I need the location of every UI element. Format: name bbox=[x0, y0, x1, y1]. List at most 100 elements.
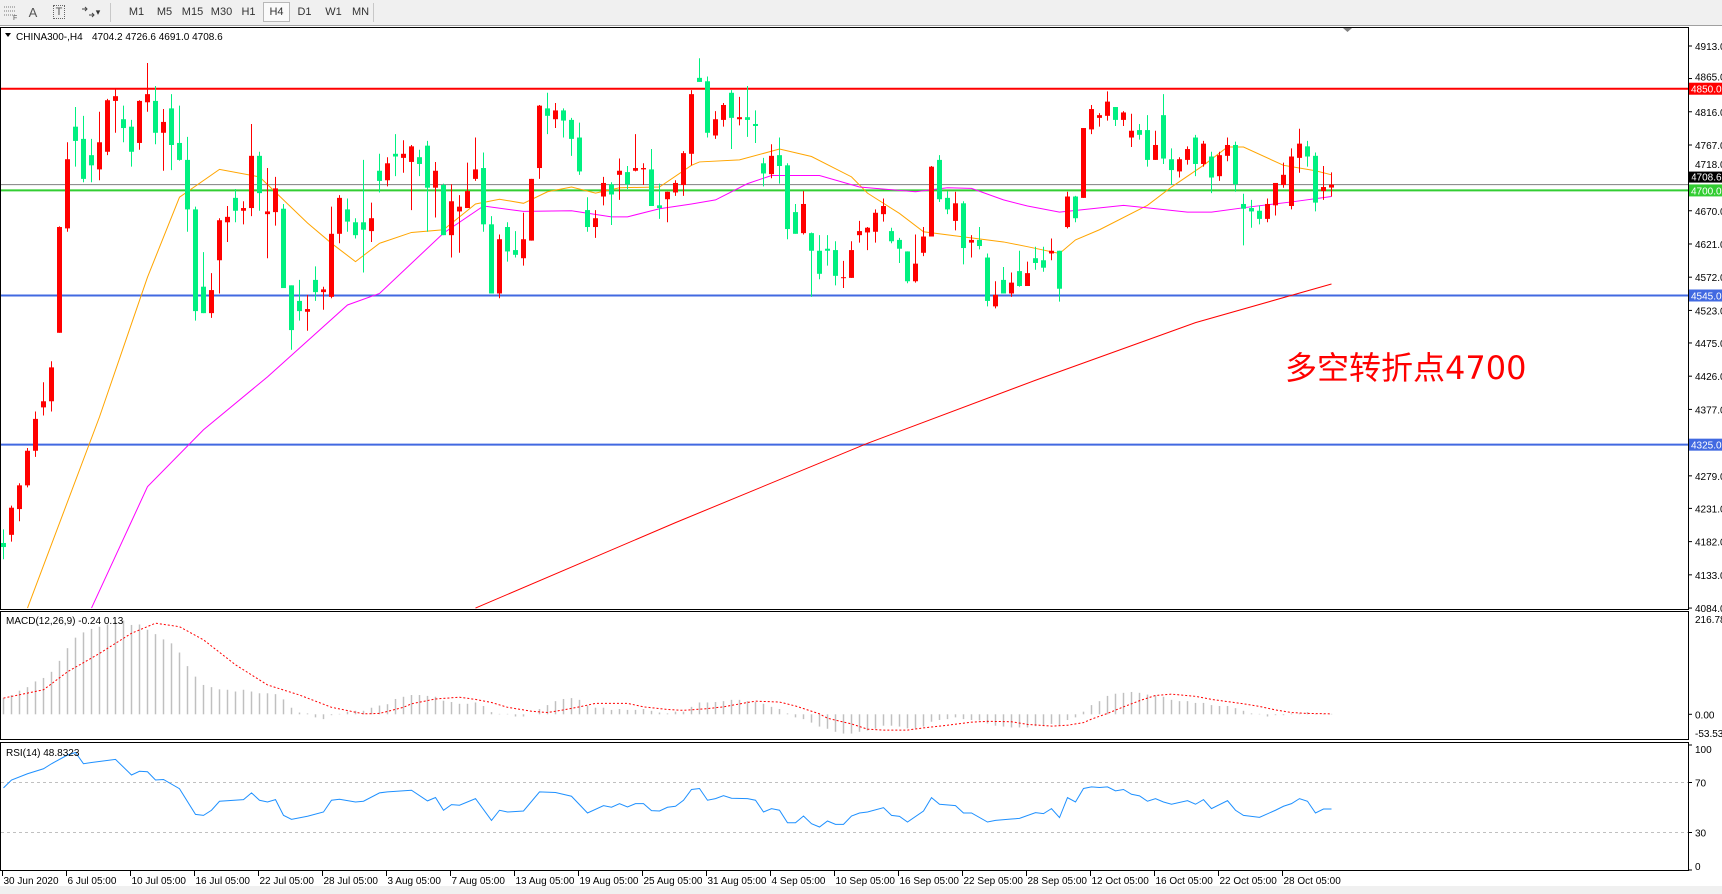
price-axis-label: 4670.0 bbox=[1695, 207, 1722, 218]
candle bbox=[497, 234, 502, 299]
timeframe-m1-button[interactable]: M1 bbox=[128, 6, 145, 18]
ma-magenta-line bbox=[91, 174, 1332, 609]
candle-body bbox=[545, 108, 550, 116]
candle bbox=[545, 92, 550, 135]
timeframe-mn-button[interactable]: MN bbox=[351, 6, 370, 18]
time-axis-label: 16 Oct 05:00 bbox=[1156, 876, 1214, 887]
candle-body bbox=[121, 119, 126, 129]
candle bbox=[593, 210, 598, 238]
price-axis-label: 4377.0 bbox=[1695, 405, 1722, 416]
candle bbox=[1313, 152, 1318, 212]
price-axis-label: 4182.0 bbox=[1695, 538, 1722, 549]
candle-body bbox=[553, 110, 558, 120]
candle bbox=[929, 166, 934, 237]
text-label-icon[interactable]: T bbox=[50, 2, 68, 22]
price-axis-label: 4084.0 bbox=[1695, 604, 1722, 615]
timeframe-m15-button[interactable]: M15 bbox=[181, 6, 204, 18]
candle bbox=[1257, 205, 1262, 225]
candle-body bbox=[745, 117, 750, 120]
candle-body bbox=[873, 212, 878, 232]
candle-body bbox=[913, 263, 918, 282]
period-separator-icon[interactable]: F bbox=[2, 2, 20, 22]
candle bbox=[769, 144, 774, 179]
candle bbox=[1017, 250, 1022, 287]
candle bbox=[569, 117, 574, 156]
candle bbox=[1177, 157, 1182, 178]
price-axis-label: 4133.0 bbox=[1695, 571, 1722, 582]
candle-body bbox=[1081, 128, 1086, 198]
candle bbox=[33, 411, 38, 457]
candle-body bbox=[185, 159, 190, 210]
candle-body bbox=[97, 142, 102, 170]
candle-body bbox=[841, 277, 846, 279]
level-price-box bbox=[1689, 438, 1722, 451]
candle-body bbox=[1177, 159, 1182, 172]
text-icon[interactable]: A bbox=[28, 4, 38, 20]
candle bbox=[353, 218, 358, 239]
candle-body bbox=[1001, 279, 1006, 294]
candle bbox=[609, 182, 614, 225]
candle bbox=[721, 102, 726, 127]
candle-body bbox=[1017, 271, 1022, 287]
candle-body bbox=[441, 184, 446, 236]
rsi-axis-label: 70 bbox=[1695, 779, 1707, 790]
candle-body bbox=[433, 170, 438, 188]
candle-body bbox=[361, 222, 366, 230]
candle bbox=[689, 90, 694, 166]
candle bbox=[809, 232, 814, 297]
candle-body bbox=[425, 145, 430, 188]
candle bbox=[89, 138, 94, 183]
candle-body bbox=[625, 172, 630, 185]
candle bbox=[697, 58, 702, 82]
time-axis-label: 10 Jul 05:00 bbox=[132, 876, 187, 887]
candle-body bbox=[337, 197, 342, 234]
timeframe-w1-button[interactable]: W1 bbox=[325, 6, 342, 18]
timeframe-d1-button[interactable]: D1 bbox=[297, 6, 312, 18]
timeframe-h4-button[interactable]: H4 bbox=[263, 2, 290, 22]
arrows-dropdown-icon[interactable]: ▾ bbox=[95, 6, 101, 17]
timeframe-m5-button[interactable]: M5 bbox=[156, 6, 173, 18]
candle-body bbox=[881, 206, 886, 215]
candle-body bbox=[225, 216, 230, 223]
candle bbox=[1225, 137, 1230, 162]
candle-body bbox=[521, 239, 526, 259]
level-price-box bbox=[1689, 82, 1722, 95]
candle-body bbox=[769, 155, 774, 175]
candle bbox=[801, 191, 806, 235]
candle bbox=[945, 191, 950, 215]
candle bbox=[337, 195, 342, 244]
candle bbox=[1321, 166, 1326, 200]
timeframe-h1-button[interactable]: H1 bbox=[241, 6, 256, 18]
candle-body bbox=[1329, 184, 1334, 188]
arrows-glyph bbox=[81, 6, 95, 18]
candle-body bbox=[1305, 146, 1310, 157]
candle bbox=[1273, 182, 1278, 216]
candle bbox=[17, 483, 22, 522]
candle-body bbox=[817, 250, 822, 274]
candle-body bbox=[273, 188, 278, 213]
candle-body bbox=[169, 108, 174, 145]
rsi-panel bbox=[0, 742, 1689, 871]
candle bbox=[369, 202, 374, 242]
period-separator-letter: F bbox=[13, 15, 17, 20]
candle bbox=[841, 260, 846, 289]
candle bbox=[553, 102, 558, 129]
candle bbox=[41, 382, 46, 416]
timeframe-m30-button[interactable]: M30 bbox=[210, 6, 233, 18]
price-axis-label: 4572.0 bbox=[1695, 273, 1722, 284]
candle bbox=[81, 115, 86, 183]
candle bbox=[385, 157, 390, 187]
candle bbox=[1025, 261, 1030, 287]
candle bbox=[785, 163, 790, 240]
candle bbox=[193, 206, 198, 321]
level-price-box bbox=[1689, 184, 1722, 197]
candle bbox=[1265, 198, 1270, 223]
arrows-icon[interactable]: ▾ bbox=[76, 2, 104, 22]
candle bbox=[313, 266, 318, 301]
candle bbox=[1217, 151, 1222, 181]
candle bbox=[577, 122, 582, 175]
candle-body bbox=[945, 197, 950, 210]
candle-body bbox=[857, 231, 862, 236]
time-axis-label: 22 Sep 05:00 bbox=[964, 876, 1024, 887]
